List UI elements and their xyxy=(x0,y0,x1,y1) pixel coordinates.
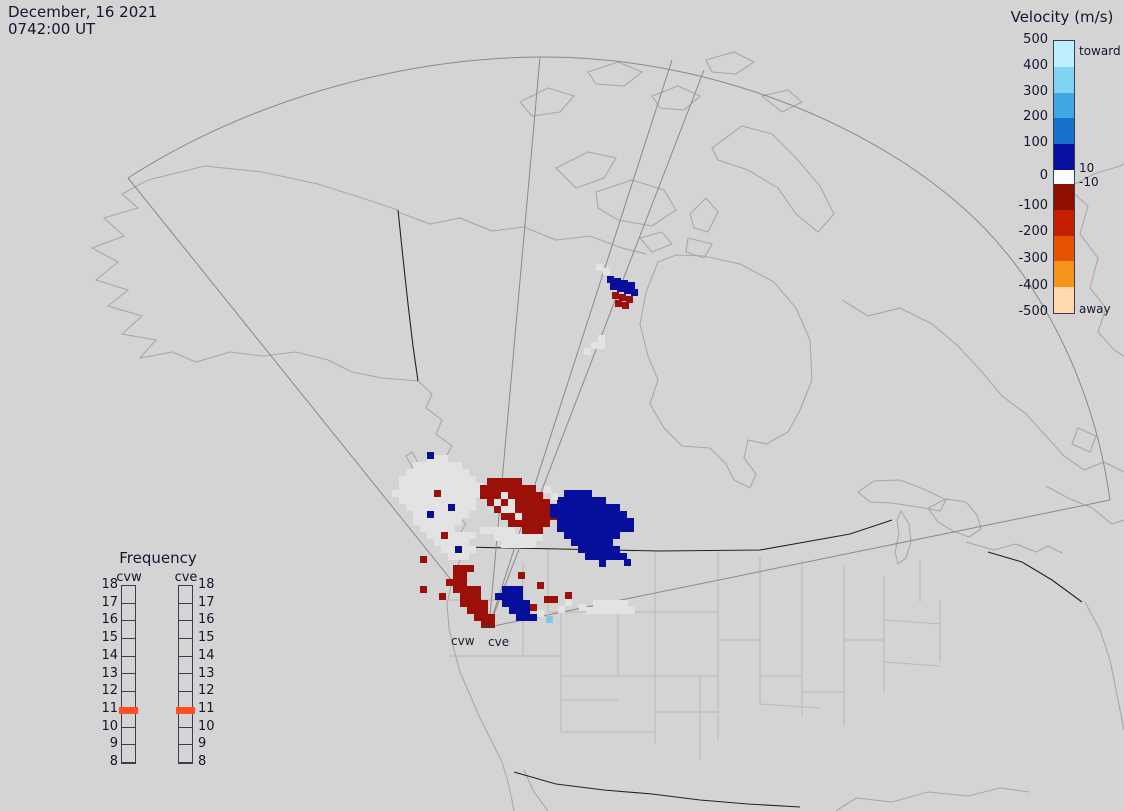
velocity-colorbar-segment xyxy=(1054,209,1074,236)
velocity-colorbar-segment xyxy=(1054,169,1074,184)
coastlines xyxy=(90,51,1124,811)
velocity-colorbar-segment xyxy=(1054,118,1074,145)
fov-beam-line-1 xyxy=(488,59,673,628)
lake-huron xyxy=(927,498,982,538)
fov-right-edge xyxy=(488,499,1111,628)
greenland-north-coast xyxy=(1067,163,1124,189)
velocity-colorbar-segment xyxy=(1054,144,1074,170)
national-borders xyxy=(397,209,1083,808)
velocity-legend-title: Velocity (m/s) xyxy=(1010,8,1114,26)
radar-site-label-cve: cve xyxy=(488,635,510,649)
us-mexico-border xyxy=(513,771,801,808)
victoria-island xyxy=(595,179,677,227)
queen-elizabeth-island-4 xyxy=(705,51,756,75)
velocity-colorbar-segment xyxy=(1054,41,1074,67)
plus10-label: 10 xyxy=(1079,161,1095,175)
gulf-st-lawrence xyxy=(1045,485,1124,525)
away-label: away xyxy=(1079,302,1111,316)
velocity-cells xyxy=(392,264,638,628)
boothia-peninsula xyxy=(689,197,719,233)
velocity-tick-300: 300 xyxy=(1023,83,1048,99)
lake-michigan xyxy=(894,509,912,565)
frequency-legend-title: Frequency xyxy=(119,549,197,567)
radar-site-dot xyxy=(487,624,491,628)
state-borders xyxy=(449,549,941,760)
king-william-island xyxy=(639,231,673,253)
fov-range-arc xyxy=(127,56,1111,501)
southampton-island xyxy=(685,237,713,259)
arctic-mainland-coast xyxy=(397,211,647,255)
atlantic-coast xyxy=(1084,601,1124,731)
freq-col-label-cvw: cvw xyxy=(116,570,142,585)
velocity-tick-400: 400 xyxy=(1023,57,1048,73)
velocity-tick--200: -200 xyxy=(1018,224,1048,240)
toward-label: toward xyxy=(1079,44,1121,58)
velocity-tick--500: -500 xyxy=(1018,304,1048,319)
labrador-coast xyxy=(841,299,1124,473)
date-text: December, 16 2021 xyxy=(8,3,158,21)
velocity-tick--100: -100 xyxy=(1018,197,1048,213)
queen-elizabeth-island-1 xyxy=(519,87,575,117)
velocity-colorbar-segment xyxy=(1054,235,1074,262)
baffin-island xyxy=(711,125,835,233)
radar-site-label-cvw: cvw xyxy=(451,634,475,648)
queen-elizabeth-island-3 xyxy=(651,85,702,111)
velocity-colorbar-segment xyxy=(1054,287,1074,313)
velocity-colorbar-segment xyxy=(1054,66,1074,93)
lake-superior xyxy=(857,479,947,512)
hudson-bay xyxy=(639,254,813,489)
velocity-tick-0: 0 xyxy=(1039,168,1048,183)
velocity-tick-100: 100 xyxy=(1023,135,1048,151)
us-canada-border-east xyxy=(987,551,1083,603)
velocity-tick--400: -400 xyxy=(1018,277,1048,293)
velocity-colorbar-segment xyxy=(1054,261,1074,288)
time-text: 0742:00 UT xyxy=(8,20,96,38)
queen-elizabeth-island-5 xyxy=(760,89,803,113)
gulf-coast xyxy=(835,787,1031,811)
radar-fov-outlines xyxy=(127,56,1111,628)
alaska-north-coast xyxy=(147,165,399,211)
lake-erie-ontario xyxy=(965,541,1063,554)
minus10-label: -10 xyxy=(1079,175,1099,189)
newfoundland xyxy=(1071,427,1097,453)
velocity-colorbar xyxy=(1053,40,1075,314)
queen-elizabeth-island-2 xyxy=(587,61,644,87)
us-canada-border-west xyxy=(459,519,893,552)
velocity-colorbar-segment xyxy=(1054,92,1074,119)
velocity-tick-500: 500 xyxy=(1023,32,1048,47)
velocity-tick-200: 200 xyxy=(1023,109,1048,125)
gulf-of-california xyxy=(523,769,549,811)
banks-island xyxy=(555,151,617,189)
velocity-colorbar-segment xyxy=(1054,183,1074,210)
fov-left-edge xyxy=(127,177,490,628)
freq-col-label-cve: cve xyxy=(174,570,198,585)
greenland-coast xyxy=(1067,187,1124,357)
alaska-west-south-coast xyxy=(90,179,419,382)
alaska-canada-border xyxy=(397,209,419,382)
timestamp: December, 16 2021 0742:00 UT xyxy=(8,4,157,38)
state-border-lines xyxy=(449,549,941,760)
velocity-tick--300: -300 xyxy=(1018,251,1048,266)
